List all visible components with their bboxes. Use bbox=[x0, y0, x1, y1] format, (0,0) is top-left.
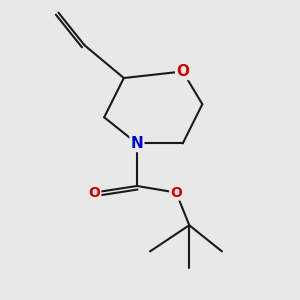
Text: N: N bbox=[130, 136, 143, 151]
Text: O: O bbox=[170, 185, 182, 200]
Text: O: O bbox=[176, 64, 189, 79]
Text: O: O bbox=[88, 185, 100, 200]
